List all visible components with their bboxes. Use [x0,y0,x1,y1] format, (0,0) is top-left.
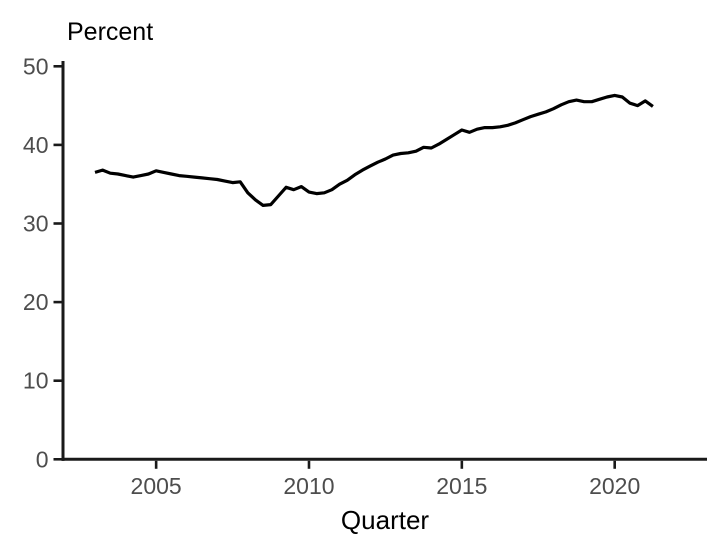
y-axis-title: Percent [67,18,153,46]
tick-marks [53,65,616,469]
x-tick-label: 2005 [131,473,182,499]
tick-labels: 0 10 20 30 40 50 2005 2010 2015 2020 [23,53,640,499]
x-tick-label: 2015 [436,473,487,499]
y-tick-label: 40 [23,132,49,158]
y-tick-label: 0 [36,446,49,472]
x-axis-title: Quarter [341,505,429,535]
x-tick-label: 2020 [589,473,640,499]
x-tick-label: 2010 [283,473,334,499]
data-series-line [94,93,654,207]
y-tick-label: 30 [23,211,49,237]
y-tick-label: 20 [23,289,49,315]
y-tick-label: 50 [23,53,49,79]
axes [61,61,707,461]
y-tick-label: 10 [23,368,49,394]
